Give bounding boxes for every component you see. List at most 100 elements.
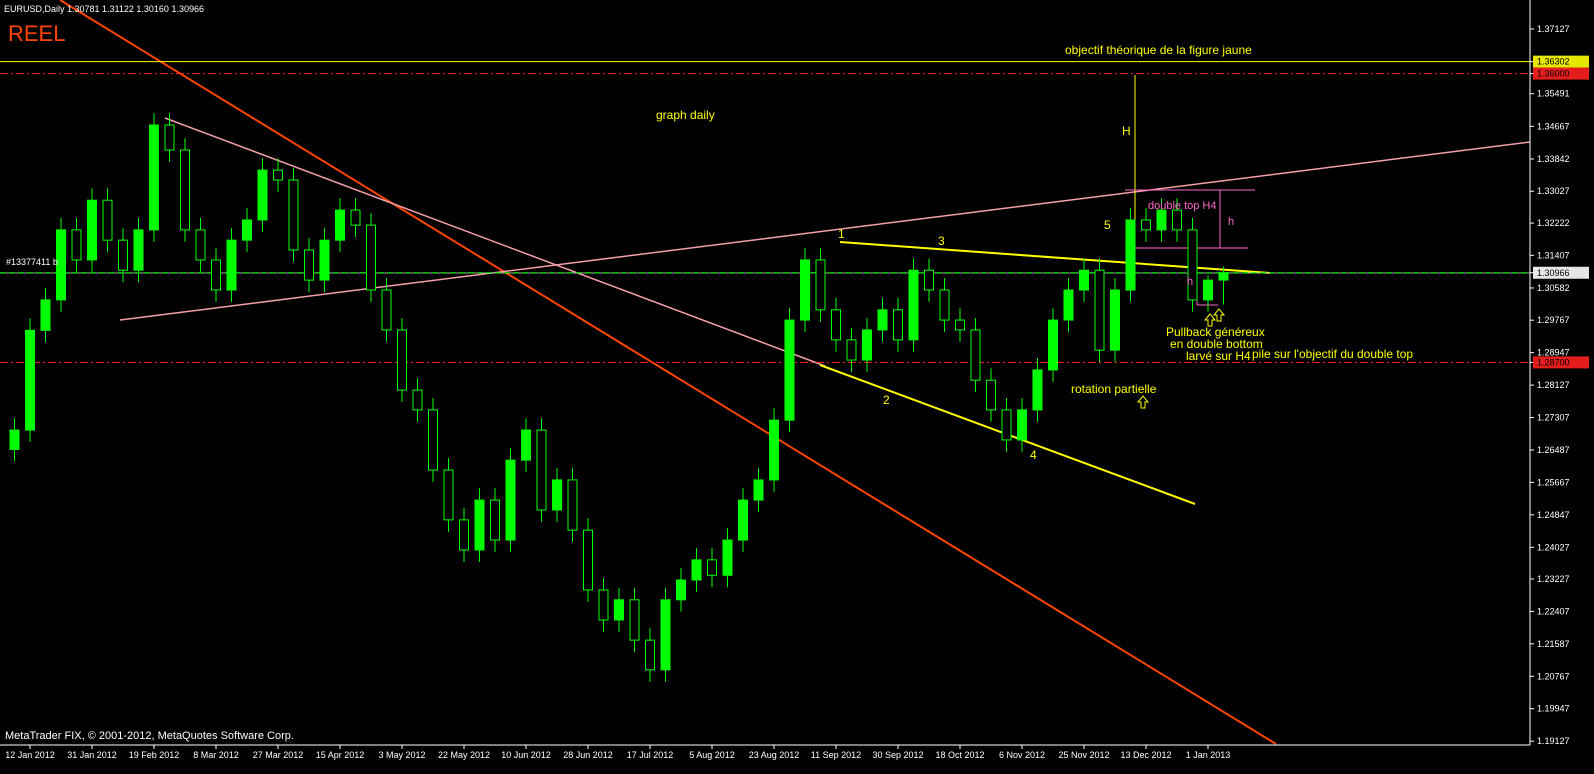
candle-body (133, 229, 144, 271)
candle-body (474, 499, 485, 551)
arrow (1203, 313, 1217, 327)
x-tick-label: 23 Aug 2012 (749, 750, 800, 760)
trend-line (164, 117, 826, 367)
arrow (1136, 395, 1150, 409)
candle-body (831, 309, 841, 341)
annotation: 4 (1030, 448, 1037, 462)
x-tick-label: 15 Apr 2012 (316, 750, 365, 760)
annotation: objectif théorique de la figure jaune (1065, 43, 1252, 57)
candle-body (397, 329, 407, 391)
candle-body (893, 309, 903, 341)
candle-body (226, 239, 237, 291)
candle-body (1032, 369, 1043, 411)
annotation: 2 (883, 393, 890, 407)
x-tick-label: 27 Mar 2012 (253, 750, 304, 760)
x-tick-label: 19 Feb 2012 (129, 750, 180, 760)
candle-body (350, 209, 361, 226)
candle-body (877, 309, 888, 331)
y-tick-label: 1.24847 (1537, 510, 1570, 520)
candle-body (862, 329, 872, 361)
candle-body (366, 224, 376, 291)
candle-body (149, 124, 159, 231)
candle-body (986, 379, 996, 411)
x-tick-label: 28 Jun 2012 (563, 750, 613, 760)
candle-body (459, 519, 469, 551)
y-tick-label: 1.22407 (1537, 606, 1570, 616)
candle-body (56, 229, 66, 301)
y-tick-box (1533, 266, 1589, 279)
candle-body (288, 179, 299, 251)
candle-body (645, 639, 655, 671)
y-tick-label: 1.21587 (1537, 639, 1570, 649)
candle-body (908, 269, 919, 341)
candle-body (443, 469, 454, 521)
candle-body (521, 429, 531, 461)
candle-body (490, 499, 500, 541)
candle-body (1110, 289, 1120, 351)
candle-body (784, 319, 795, 421)
candle-body (102, 199, 113, 241)
y-tick-label: 1.26487 (1537, 445, 1570, 455)
annotation: rotation partielle (1071, 382, 1157, 396)
candle-body (25, 329, 35, 431)
candle-body (71, 229, 82, 261)
candle-body (211, 259, 221, 291)
candle-body (257, 169, 268, 221)
candle-body (676, 579, 686, 601)
y-tick-box (1533, 55, 1589, 68)
y-tick-label: 1.33027 (1537, 186, 1570, 196)
trend-line (59, 0, 1277, 745)
candle-body (1187, 229, 1198, 301)
y-tick-label: 1.36302 (1537, 57, 1570, 67)
annotation: 1 (838, 227, 845, 241)
y-tick-label: 1.34667 (1537, 121, 1570, 131)
candle-body (707, 559, 717, 576)
candle-body (505, 459, 516, 541)
candle-body (164, 124, 175, 151)
order-label: #13377411 b (6, 257, 58, 267)
y-tick-label: 1.19947 (1537, 704, 1570, 714)
annotation: 5 (1104, 218, 1111, 232)
y-tick-label: 1.31407 (1537, 250, 1570, 260)
candle-body (1218, 272, 1229, 281)
candle-body (583, 529, 593, 591)
x-tick-label: 17 Jul 2012 (627, 750, 674, 760)
x-tick-label: 10 Jun 2012 (501, 750, 551, 760)
candle-body (753, 479, 764, 501)
x-tick-label: 25 Nov 2012 (1058, 750, 1109, 760)
arrow (1212, 308, 1226, 322)
candle-body (273, 169, 283, 181)
y-tick-label: 1.36000 (1537, 69, 1570, 79)
candle-body (335, 209, 345, 241)
header: EURUSD,Daily 1.30781 1.31122 1.30160 1.3… (4, 4, 204, 14)
trend-line (119, 141, 1531, 321)
y-tick-label: 1.20767 (1537, 671, 1570, 681)
annotation: double top H4 (1148, 200, 1217, 212)
candle-body (691, 559, 702, 581)
annotation: 3 (938, 234, 945, 248)
candle-body (87, 199, 97, 261)
y-tick-label: 1.30966 (1537, 268, 1570, 278)
candle-body (9, 429, 20, 450)
candle-body (180, 149, 190, 231)
candle-body (428, 409, 438, 471)
y-tick-label: 1.29767 (1537, 315, 1570, 325)
candle-body (939, 289, 950, 321)
candle-body (660, 599, 671, 671)
annotation: REEL (8, 21, 65, 46)
candle-body (536, 429, 547, 511)
annotation: h (1228, 216, 1234, 228)
y-tick-label: 1.28700 (1537, 357, 1570, 367)
y-tick-label: 1.32222 (1537, 218, 1570, 228)
candle-body (815, 259, 826, 311)
annotation: larvé sur H4 (1186, 349, 1251, 363)
x-tick-label: 22 May 2012 (438, 750, 490, 760)
y-tick-box (1533, 356, 1589, 369)
annotation: H (1122, 124, 1131, 138)
candle-body (800, 259, 810, 321)
candle-body (598, 589, 609, 621)
candle-body (412, 389, 423, 411)
y-tick-label: 1.37127 (1537, 24, 1570, 34)
